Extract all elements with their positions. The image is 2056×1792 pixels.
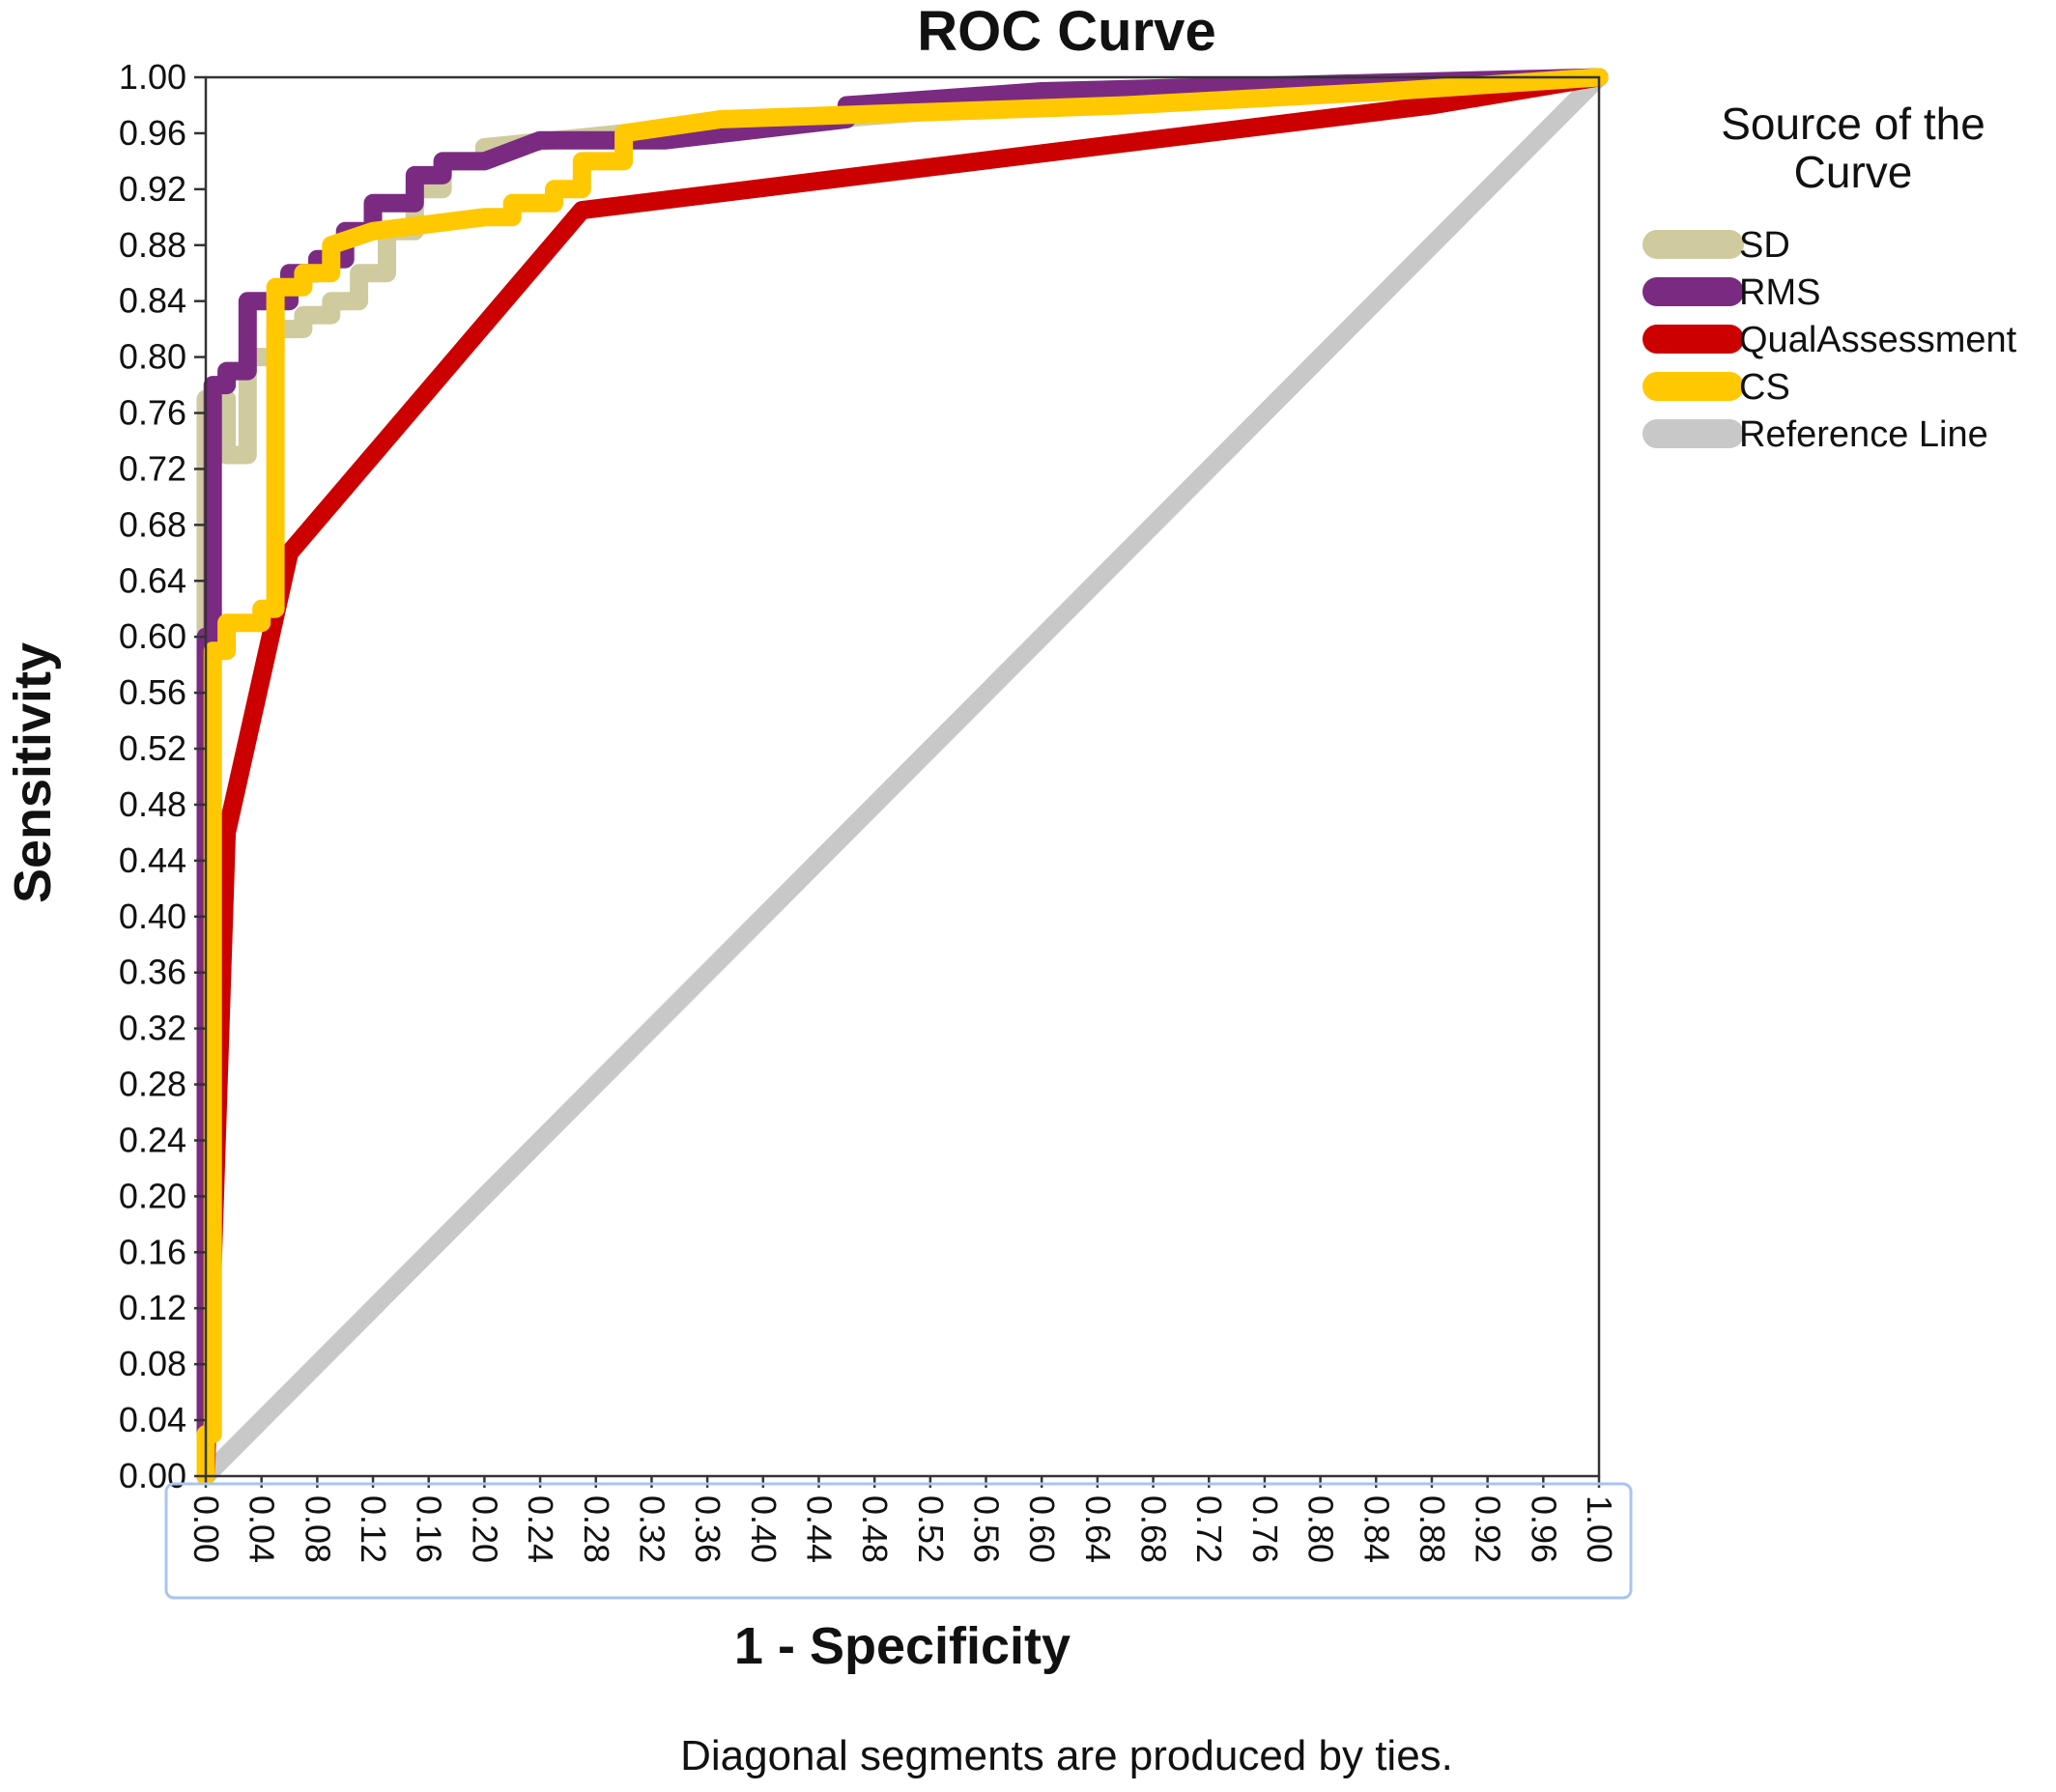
y-tick-label: 0.48	[119, 784, 186, 824]
y-tick-label: 0.80	[119, 337, 186, 377]
legend: Source of the CurveSDRMSQualAssessmentCSR…	[1642, 99, 2017, 455]
y-axis-title: Sensitivity	[4, 642, 62, 903]
x-tick-label: 0.20	[465, 1495, 504, 1563]
legend-title-line: Curve	[1794, 147, 1913, 197]
legend-title-line: Source of the	[1721, 99, 1985, 149]
legend-label: RMS	[1739, 272, 1820, 313]
y-tick-label: 1.00	[119, 57, 186, 97]
x-tick-label: 0.80	[1301, 1495, 1341, 1563]
y-tick-label: 0.44	[119, 840, 186, 880]
y-tick-label: 0.32	[119, 1009, 186, 1048]
x-tick-label: 0.08	[298, 1495, 337, 1563]
x-axis-title: 1 - Specificity	[734, 1617, 1071, 1675]
series-line-sd	[196, 68, 1609, 1486]
y-tick-label: 0.24	[119, 1120, 186, 1159]
x-tick-label: 0.72	[1189, 1495, 1229, 1563]
x-tick-label: 0.76	[1245, 1495, 1285, 1563]
y-tick-label: 0.60	[119, 616, 186, 656]
y-tick-label: 0.64	[119, 560, 186, 600]
y-tick-label: 0.16	[119, 1232, 186, 1271]
x-tick-label: 0.44	[799, 1495, 839, 1563]
legend-label: SD	[1739, 225, 1790, 266]
y-tick-label: 0.96	[119, 113, 186, 153]
y-tick-label: 0.84	[119, 281, 186, 321]
x-tick-label: 0.24	[521, 1495, 560, 1563]
footnote: Diagonal segments are produced by ties.	[680, 1732, 1453, 1779]
y-tick-label: 0.08	[119, 1344, 186, 1383]
y-tick-label: 0.12	[119, 1288, 186, 1327]
x-tick-label: 0.68	[1134, 1495, 1174, 1563]
chart-title: ROC Curve	[917, 0, 1215, 63]
x-tick-label: 0.32	[632, 1495, 671, 1563]
series-line-qualassessment	[196, 68, 1609, 1486]
y-tick-label: 0.28	[119, 1065, 186, 1104]
x-tick-label: 0.56	[967, 1495, 1007, 1563]
x-tick-label: 0.36	[688, 1495, 728, 1563]
y-tick-label: 0.52	[119, 728, 186, 768]
x-tick-label: 1.00	[1580, 1495, 1619, 1563]
y-tick-label: 0.40	[119, 896, 186, 936]
axes: 0.00 0.04 0.08 0.12 0.16 0.20 0.24 0.28 0.32 0.36…	[119, 57, 1633, 1600]
series-line-cs	[196, 68, 1609, 1486]
x-tick-label: 0.64	[1078, 1495, 1118, 1563]
x-tick-label: 0.88	[1413, 1495, 1452, 1563]
x-tick-label: 0.84	[1356, 1495, 1396, 1563]
y-tick-label: 0.20	[119, 1176, 186, 1215]
y-tick-label: 0.00	[119, 1456, 186, 1495]
legend-label: Reference Line	[1739, 414, 1988, 455]
x-tick-label: 0.16	[410, 1495, 449, 1563]
plot-frame	[204, 75, 1601, 1478]
x-tick-label: 0.60	[1022, 1495, 1062, 1563]
x-labels-selection-box	[164, 1482, 1633, 1600]
y-tick-label: 0.04	[119, 1400, 186, 1439]
y-tick-label: 0.68	[119, 504, 186, 544]
legend-label: QualAssessment	[1739, 320, 2017, 360]
y-tick-label: 0.72	[119, 448, 186, 488]
y-tick-label: 0.76	[119, 393, 186, 433]
x-tick-label: 0.92	[1469, 1495, 1508, 1563]
y-tick-label: 0.56	[119, 672, 186, 712]
legend-label: CS	[1739, 367, 1790, 408]
series-line-reference-line	[196, 68, 1609, 1486]
x-tick-label: 0.96	[1524, 1495, 1563, 1563]
y-tick-label: 0.92	[119, 169, 186, 209]
x-tick-label: 0.00	[186, 1495, 226, 1563]
y-tick-label: 0.36	[119, 953, 186, 992]
x-tick-label: 0.40	[744, 1495, 784, 1563]
x-tick-label: 0.04	[243, 1495, 282, 1563]
plot-area	[196, 68, 1609, 1486]
y-tick-label: 0.88	[119, 225, 186, 265]
x-tick-label: 0.28	[577, 1495, 616, 1563]
x-tick-label: 0.48	[855, 1495, 895, 1563]
legend-title: Source of the Curve	[1721, 99, 1985, 197]
x-tick-label: 0.12	[354, 1495, 393, 1563]
x-tick-label: 0.52	[911, 1495, 951, 1563]
